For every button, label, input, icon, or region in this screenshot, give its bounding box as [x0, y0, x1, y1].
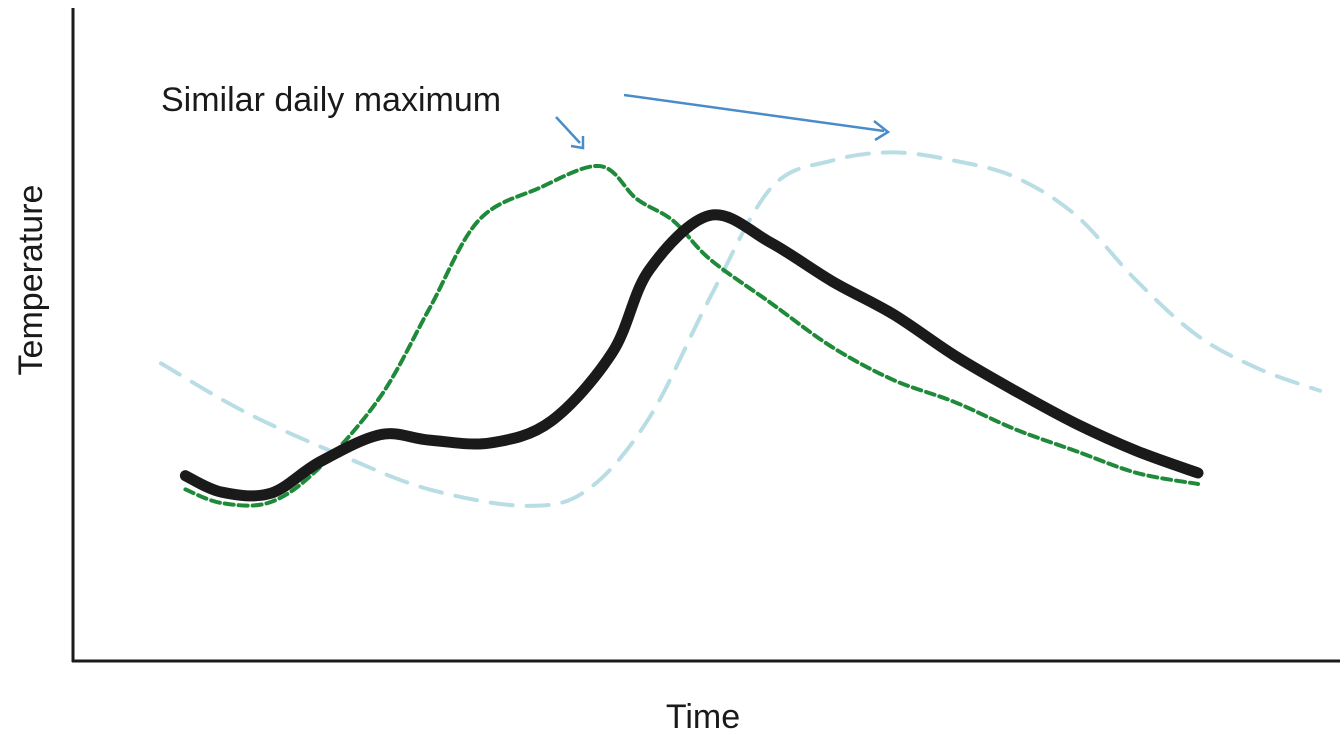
annotation-arrow-2	[623, 93, 885, 133]
series-line-light-blue-dashed	[159, 150, 1322, 508]
x-axis-label: Time	[666, 698, 740, 735]
y-axis-label: Temperature	[12, 185, 50, 376]
annotation-arrowhead-1	[570, 136, 585, 150]
series-layer	[159, 150, 1322, 508]
annotation-text: Similar daily maximum	[161, 81, 501, 119]
annotation-arrowhead-2	[873, 120, 891, 142]
series-line-green-dashed	[183, 164, 1200, 508]
annotation: Similar daily maximum	[161, 81, 891, 150]
annotation-arrow-1	[555, 116, 581, 144]
series-line-black-solid	[179, 209, 1204, 502]
